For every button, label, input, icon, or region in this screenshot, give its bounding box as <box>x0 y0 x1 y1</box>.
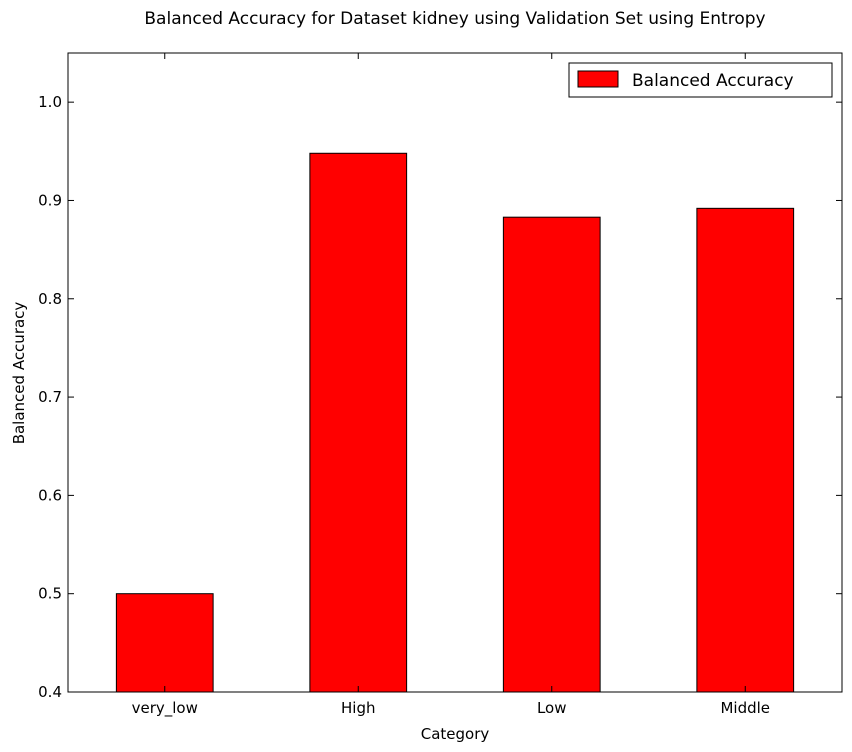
y-tick-label: 0.8 <box>38 290 62 308</box>
y-tick-label: 0.5 <box>38 585 62 603</box>
x-axis-label: Category <box>421 725 490 743</box>
bar-very_low <box>115 593 214 693</box>
legend-label: Balanced Accuracy <box>632 71 794 91</box>
x-tick-label-Low: Low <box>537 699 567 717</box>
y-axis-label: Balanced Accuracy <box>10 302 28 445</box>
plot-area: 0.4 0.5 0.6 0.7 0.8 0.9 1.0 very_low High Low Midd… <box>38 52 843 718</box>
y-tick-label: 1.0 <box>38 93 62 111</box>
bar-Low <box>502 216 601 693</box>
chart-title: Balanced Accuracy for Dataset kidney usi… <box>144 9 765 29</box>
y-tick-label: 0.9 <box>38 191 62 209</box>
x-tick-label-Middle: Middle <box>720 699 770 717</box>
x-tick-label-very_low: very_low <box>132 699 198 718</box>
legend-swatch <box>577 70 619 88</box>
bar-Middle <box>696 207 795 693</box>
y-tick-label: 0.4 <box>38 683 62 701</box>
y-tick-label: 0.6 <box>38 486 62 504</box>
legend: Balanced Accuracy <box>568 62 833 98</box>
y-tick-label: 0.7 <box>38 388 62 406</box>
axes-frame <box>67 52 843 693</box>
bar-High <box>309 152 408 693</box>
x-tick-label-High: High <box>341 699 375 717</box>
